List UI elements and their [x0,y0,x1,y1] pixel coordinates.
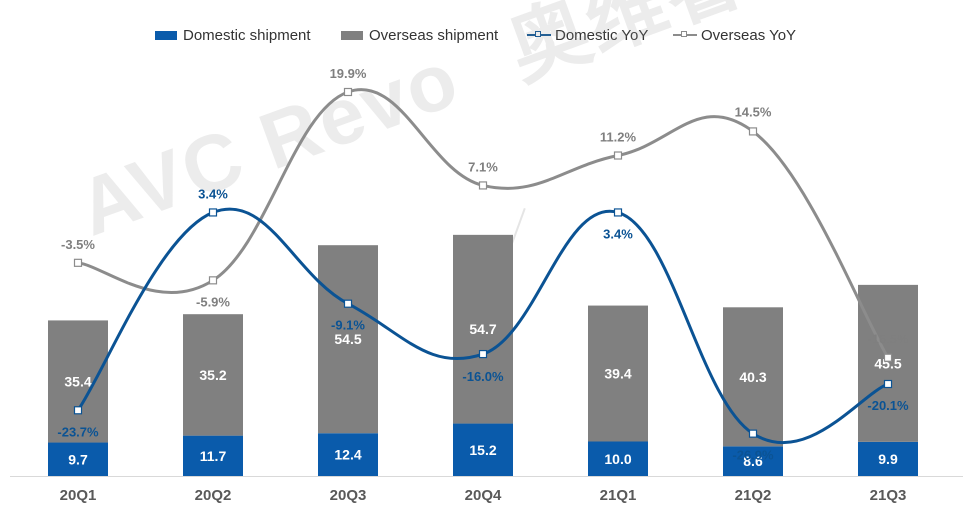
label-domestic-20Q3: 12.4 [334,447,361,463]
legend-overseas-yoy: Overseas YoY [673,24,796,46]
label-overseas-yoy-20Q4: 7.1% [468,159,498,174]
bar-overseas-20Q1 [48,320,108,443]
label-overseas-20Q3: 54.5 [334,331,361,347]
label-overseas-20Q1: 35.4 [64,373,91,389]
x-tick-21Q2: 21Q2 [735,487,772,504]
legend-domestic-yoy-marker [527,30,551,40]
marker-overseas-yoy-20Q2 [208,276,218,285]
marker-overseas-yoy-21Q3 [883,353,893,362]
marker-domestic-yoy-21Q3 [883,379,893,389]
bar-domestic-20Q1 [48,442,108,476]
label-domestic-yoy-20Q4: -16.0% [462,369,504,384]
label-overseas-21Q2: 40.3 [739,369,766,385]
bar-overseas-21Q2 [723,307,783,447]
marker-overseas-yoy-21Q1 [613,151,623,160]
label-domestic-yoy-21Q2: -26.9% [732,448,774,463]
bar-overseas-21Q1 [588,305,648,442]
x-tick-20Q1: 20Q1 [60,487,97,504]
label-overseas-21Q1: 39.4 [604,366,631,382]
label-overseas-yoy-21Q3: -16.5% [867,332,909,347]
x-tick-20Q2: 20Q2 [195,487,232,504]
bar-domestic-21Q3 [858,441,918,476]
label-overseas-yoy-21Q2: 14.5% [735,104,772,119]
legend-overseas-shipment: Overseas shipment [341,24,498,46]
marker-domestic-yoy-20Q3 [343,299,353,308]
marker-overseas-yoy-20Q1 [73,258,83,267]
bar-domestic-21Q2 [723,446,783,476]
marker-domestic-yoy-20Q2 [208,208,218,217]
legend-domestic-yoy: Domestic YoY [527,24,648,46]
bar-overseas-20Q2 [183,314,243,436]
marker-domestic-yoy-21Q1 [613,208,623,217]
marker-domestic-yoy-20Q4 [478,349,488,359]
bar-domestic-20Q3 [318,433,378,476]
label-overseas-yoy-20Q3: 19.9% [330,66,367,81]
label-domestic-yoy-20Q2: 3.4% [198,186,228,201]
label-overseas-yoy-21Q1: 11.2% [600,130,637,145]
label-domestic-yoy-21Q3: -20.1% [867,398,909,413]
label-domestic-yoy-20Q1: -23.7% [57,424,99,439]
bar-domestic-20Q2 [183,435,243,476]
legend-overseas-swatch [341,30,363,40]
x-tick-21Q1: 21Q1 [600,487,637,504]
label-domestic-21Q2: 8.6 [743,453,763,469]
legend-overseas-shipment-label: Overseas shipment [369,26,499,44]
label-domestic-20Q2: 11.7 [200,448,227,464]
label-domestic-21Q3: 9.9 [878,451,898,467]
legend-domestic-shipment-label: Domestic shipment [183,26,311,44]
x-tick-20Q4: 20Q4 [465,487,502,504]
marker-domestic-yoy-21Q2 [748,429,758,438]
legend-overseas-yoy-marker [673,30,697,40]
legend-overseas-yoy-label: Overseas YoY [701,26,797,44]
x-tick-20Q3: 20Q3 [330,487,367,504]
bar-overseas-20Q3 [318,245,378,434]
label-domestic-yoy-21Q1: 3.4% [603,226,633,241]
x-tick-21Q3: 21Q3 [870,487,907,504]
label-domestic-yoy-20Q3: -9.1% [331,318,365,333]
bar-overseas-20Q4 [453,234,513,424]
marker-domestic-yoy-20Q1 [73,406,83,415]
legend-domestic-swatch [155,30,177,40]
label-overseas-20Q2: 35.2 [199,367,226,383]
label-domestic-20Q4: 15.2 [469,442,496,458]
bar-domestic-21Q1 [588,441,648,476]
label-overseas-yoy-20Q1: -3.5% [61,237,95,252]
legend-domestic-shipment: Domestic shipment [155,24,311,46]
label-domestic-21Q1: 10.0 [604,451,631,467]
chart-legend: Domestic shipment Overseas shipment Dome… [0,24,973,48]
bar-domestic-20Q4 [453,423,513,476]
marker-overseas-yoy-20Q4 [478,181,488,190]
marker-overseas-yoy-20Q3 [343,87,353,97]
legend-domestic-yoy-label: Domestic YoY [555,26,649,44]
marker-overseas-yoy-21Q2 [748,127,758,136]
label-overseas-21Q3: 45.5 [874,355,901,371]
label-overseas-20Q4: 54.7 [469,321,496,337]
bar-overseas-21Q3 [858,284,918,442]
label-overseas-yoy-20Q2: -5.9% [196,294,230,309]
label-domestic-20Q1: 9.7 [68,451,88,467]
